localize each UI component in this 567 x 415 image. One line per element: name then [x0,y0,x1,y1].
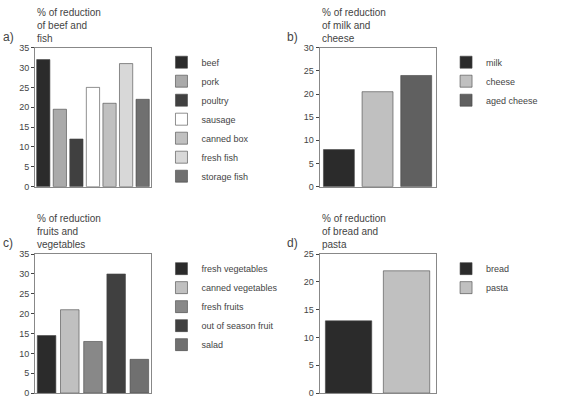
svg-text:pork: pork [201,77,219,87]
svg-text:5: 5 [309,159,314,169]
svg-text:a): a) [3,30,14,44]
svg-text:20: 20 [304,89,314,99]
svg-text:fresh fish: fresh fish [201,153,238,163]
svg-text:bread: bread [486,264,509,274]
svg-text:30: 30 [19,63,29,73]
svg-text:20: 20 [304,277,314,287]
svg-text:15: 15 [304,112,314,122]
svg-text:10: 10 [304,135,314,145]
svg-text:beef: beef [201,58,219,68]
svg-text:0: 0 [24,182,29,192]
svg-text:canned box: canned box [201,134,248,144]
svg-text:15: 15 [304,305,314,315]
svg-text:% of reductionof bread andpast: % of reductionof bread andpasta [322,213,386,250]
svg-text:10: 10 [19,349,29,359]
svg-text:15: 15 [19,329,29,339]
svg-text:pasta: pasta [486,283,508,293]
svg-text:10: 10 [19,142,29,152]
svg-text:25: 25 [304,249,314,259]
svg-text:10: 10 [304,333,314,343]
svg-text:aged cheese: aged cheese [486,96,538,106]
svg-text:30: 30 [19,269,29,279]
svg-text:storage fish: storage fish [201,172,248,182]
svg-text:fresh fruits: fresh fruits [201,302,244,312]
svg-text:cheese: cheese [486,77,515,87]
svg-text:b): b) [287,30,298,44]
svg-text:35: 35 [19,43,29,53]
svg-text:% of reductionof milk andchees: % of reductionof milk andcheese [322,7,386,44]
svg-text:% of reductionfruits andvegeta: % of reductionfruits andvegetables [37,213,101,250]
svg-text:sausage: sausage [201,115,235,125]
svg-text:5: 5 [24,162,29,172]
svg-text:5: 5 [24,368,29,378]
svg-text:30: 30 [304,43,314,53]
svg-text:0: 0 [24,388,29,398]
svg-text:poultry: poultry [201,96,229,106]
svg-text:% of reductionof beef andfish: % of reductionof beef andfish [37,7,101,44]
svg-text:0: 0 [309,388,314,398]
svg-text:25: 25 [304,66,314,76]
svg-text:fresh vegetables: fresh vegetables [201,264,268,274]
svg-text:25: 25 [19,289,29,299]
svg-text:milk: milk [486,58,502,68]
svg-text:35: 35 [19,249,29,259]
svg-text:c): c) [3,236,13,250]
svg-text:salad: salad [201,340,223,350]
svg-text:canned vegetables: canned vegetables [201,283,277,293]
svg-text:15: 15 [19,122,29,132]
svg-text:20: 20 [19,309,29,319]
svg-text:20: 20 [19,102,29,112]
svg-text:5: 5 [309,360,314,370]
svg-text:out of season fruit: out of season fruit [201,321,273,331]
svg-text:25: 25 [19,83,29,93]
svg-text:d): d) [287,236,298,250]
svg-text:0: 0 [309,182,314,192]
